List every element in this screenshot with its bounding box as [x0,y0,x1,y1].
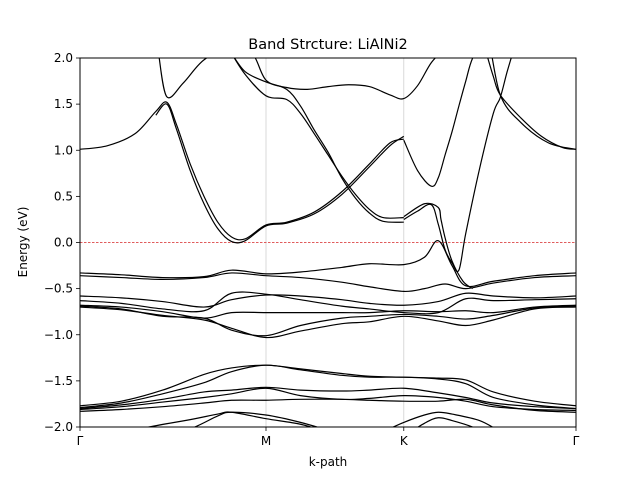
y-tick-label-5: 0.5 [54,189,73,203]
band-line-6 [487,58,576,150]
band-line-2 [158,58,436,100]
x-axis-label: k-path [309,455,348,469]
band-line-3 [233,58,404,219]
band-line-15 [80,305,576,337]
band-line-23 [391,411,494,427]
band-line-22 [193,411,320,427]
band-line-12 [80,291,576,315]
band-line-17 [80,364,576,410]
y-tick-label-2: −1.0 [44,328,73,342]
y-tick-label-3: −0.5 [44,282,73,296]
y-axis-label: Energy (eV) [16,207,30,278]
band-line-10 [80,272,576,293]
y-axis-ticks: −2.0 −1.5 −1.0 −0.5 0.0 0.5 1.0 1.5 2.0 [44,51,80,434]
chart-title: Band Strcture: LiAlNi2 [248,37,407,53]
band-lines [80,58,576,427]
band-line-8 [403,202,474,290]
band-line-16 [80,364,576,407]
band-line-0 [80,101,404,241]
x-tick-label-1: M [261,434,271,448]
x-tick-label-2: K [400,434,409,448]
band-line-1 [155,103,405,244]
vertical-gridlines [265,58,405,427]
x-tick-label-0: Γ [77,434,84,448]
y-tick-label-0: −2.0 [44,420,73,434]
y-tick-label-6: 1.0 [54,143,73,157]
y-tick-label-7: 1.5 [54,97,73,111]
band-line-18 [80,386,576,410]
y-tick-label-1: −1.5 [44,374,73,388]
band-line-11 [80,292,576,308]
band-line-4 [233,58,404,223]
x-tick-label-3: Γ [573,434,580,448]
band-line-7 [403,58,512,273]
band-line-13 [80,304,576,319]
band-line-5 [403,58,576,188]
band-line-24 [417,417,475,427]
band-line-21 [145,411,313,427]
band-line-9 [80,240,576,288]
y-tick-label-4: 0.0 [54,236,73,250]
y-tick-label-8: 2.0 [54,51,73,65]
band-line-20 [80,398,576,413]
